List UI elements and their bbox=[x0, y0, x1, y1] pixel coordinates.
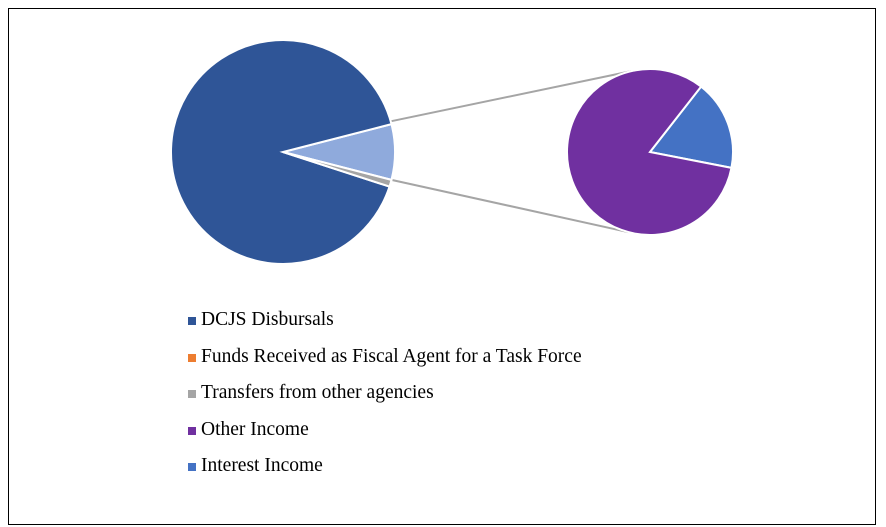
legend-swatch bbox=[188, 426, 196, 435]
legend-swatch bbox=[188, 390, 196, 398]
legend-label: Interest Income bbox=[201, 455, 323, 476]
legend-label: DCJS Disbursals bbox=[201, 309, 334, 330]
legend-item-interest-income: Interest Income bbox=[188, 452, 582, 480]
chart-frame bbox=[8, 8, 876, 525]
pie-slice-transfers-from-other-agencies bbox=[282, 151, 393, 188]
connector-line-bottom bbox=[391, 178, 629, 234]
pie-slice-other-income bbox=[566, 68, 733, 236]
legend-item-fiscal-agent-funds: Funds Received as Fiscal Agent for a Tas… bbox=[188, 343, 582, 371]
legend-item-other-income: Other Income bbox=[188, 416, 582, 444]
legend-label: Transfers from other agencies bbox=[201, 382, 434, 403]
legend: DCJS Disbursals Funds Received as Fiscal… bbox=[188, 306, 582, 489]
legend-swatch bbox=[188, 317, 196, 325]
legend-item-dcjs-disbursals: DCJS Disbursals bbox=[188, 306, 582, 334]
legend-label: Funds Received as Fiscal Agent for a Tas… bbox=[201, 345, 582, 367]
pie-slice-interest-income bbox=[648, 85, 734, 170]
legend-item-transfers: Transfers from other agencies bbox=[188, 379, 582, 407]
legend-swatch bbox=[188, 353, 196, 362]
legend-swatch bbox=[188, 463, 196, 471]
legend-label: Other Income bbox=[201, 418, 309, 440]
connector-line-top bbox=[390, 70, 632, 123]
pie-slice-dcjs-disbursals bbox=[170, 39, 393, 265]
